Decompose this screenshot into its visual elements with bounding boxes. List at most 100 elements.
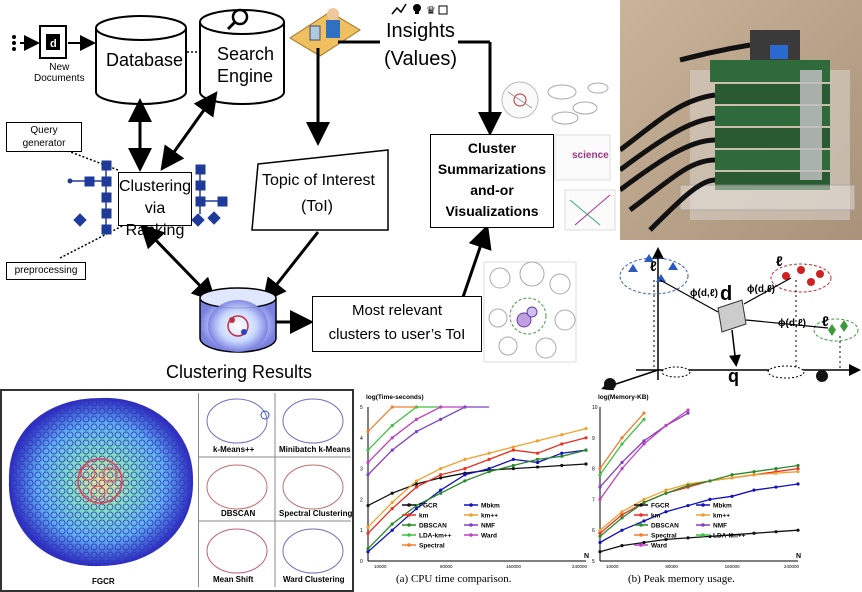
cluster-sum-label-2: Summarizations bbox=[437, 161, 547, 177]
data-point-DBSCAN bbox=[686, 483, 690, 488]
data-point-km bbox=[439, 473, 443, 477]
data-point-Mbkm bbox=[664, 510, 668, 514]
x-tick-label: 10000 bbox=[374, 564, 387, 569]
data-point-FGCR bbox=[584, 462, 588, 466]
data-point-DBSCAN bbox=[708, 479, 712, 483]
data-point-km++ bbox=[796, 470, 800, 474]
y-axis-label: log(Time-seconds) bbox=[366, 394, 424, 401]
legend-label: Spectral bbox=[419, 543, 445, 550]
data-point-Ward bbox=[366, 460, 370, 465]
data-point-DBSCAN bbox=[366, 547, 370, 551]
series-line-km++ bbox=[367, 427, 587, 528]
x-tick-label: 240000 bbox=[572, 564, 588, 569]
legend-label: km++ bbox=[481, 513, 498, 520]
raspberry-pi-cluster-photo bbox=[620, 0, 862, 240]
legend-label: Ward bbox=[481, 533, 497, 540]
data-point-FGCR bbox=[730, 533, 734, 537]
x-tick-label: 240000 bbox=[784, 564, 800, 569]
data-point-DBSCAN bbox=[439, 491, 443, 495]
data-point-NMF bbox=[439, 417, 443, 421]
data-point-FGCR bbox=[642, 540, 646, 545]
data-point-DBSCAN bbox=[487, 470, 491, 474]
data-point-FGCR bbox=[414, 482, 419, 486]
legend-label: Spectral bbox=[651, 533, 677, 540]
clustering-via-ranking-box: Clustering via Ranking bbox=[118, 172, 192, 239]
y-axis-label: log(Memory-KB) bbox=[598, 394, 649, 401]
legend-marker-km bbox=[639, 513, 643, 517]
ell-label-2: ℓ bbox=[776, 253, 783, 269]
clustering-results-label: Clustering Results bbox=[166, 362, 313, 382]
legend-marker-Ward bbox=[639, 543, 643, 547]
legend-marker-FGCR bbox=[639, 503, 643, 507]
dbscan-caption: DBSCAN bbox=[221, 509, 256, 518]
series-line-Mbkm bbox=[599, 483, 799, 544]
ell-label-1: ℓ bbox=[650, 258, 657, 274]
data-point-Ward bbox=[620, 467, 624, 471]
legend-marker-km++ bbox=[701, 513, 705, 517]
data-point-Spectral bbox=[366, 430, 370, 434]
data-point-Mbkm bbox=[730, 494, 734, 498]
data-point-LDA-km++ bbox=[390, 423, 394, 428]
legend-marker-Ward bbox=[469, 533, 473, 537]
cluster-sum-label-3: and-or bbox=[470, 182, 514, 198]
legend-marker-Mbkm bbox=[469, 503, 473, 507]
y-tick-label: 8 bbox=[592, 467, 595, 473]
data-point-DBSCAN bbox=[774, 467, 778, 471]
data-point-km bbox=[598, 531, 602, 535]
data-point-FGCR bbox=[535, 465, 540, 469]
data-point-Ward bbox=[642, 442, 646, 446]
legend-label: km bbox=[651, 513, 661, 520]
data-point-LDA-km++ bbox=[598, 473, 602, 477]
vector-d-label: d bbox=[720, 283, 733, 305]
data-point-FGCR bbox=[366, 503, 370, 508]
legend-label: FGCR bbox=[419, 503, 438, 510]
method-grid: k-Means++ Minibatch k-Means DBSCAN Spect… bbox=[198, 393, 352, 587]
data-point-km bbox=[463, 467, 467, 471]
preprocessing-box: preprocessing bbox=[6, 262, 86, 280]
peak-memory-caption: (b) Peak memory usage. bbox=[628, 573, 735, 585]
data-point-km++ bbox=[390, 500, 394, 505]
search-engine-cylinder-icon bbox=[199, 8, 285, 105]
data-point-Ward bbox=[439, 405, 443, 409]
cpu-time-chart: log(Time-seconds) N 0 1 2 3 4 5 10000 80000 160000… bbox=[352, 389, 600, 588]
fgcr-visualization bbox=[8, 397, 194, 567]
data-point-km bbox=[560, 442, 564, 446]
ward-caption: Ward Clustering bbox=[283, 575, 345, 584]
data-point-Ward bbox=[390, 436, 394, 440]
legend-marker-Mbkm bbox=[701, 503, 705, 507]
x-tick-label: 10000 bbox=[606, 564, 619, 569]
legend-marker-Spectral bbox=[407, 543, 411, 547]
y-tick-label: 0 bbox=[360, 559, 363, 565]
data-point-FGCR bbox=[511, 467, 515, 471]
data-point-FGCR bbox=[796, 528, 800, 532]
insights-label-1: Insights bbox=[386, 20, 455, 42]
y-tick-label: 6 bbox=[592, 528, 595, 534]
data-point-km++ bbox=[560, 433, 564, 437]
cpu-time-caption: (a) CPU time comparison. bbox=[396, 573, 512, 585]
data-point-km++ bbox=[439, 467, 443, 471]
meanshift-caption: Mean Shift bbox=[213, 575, 254, 584]
data-point-Mbkm bbox=[511, 457, 515, 461]
data-point-km bbox=[511, 448, 515, 452]
summarization-thumbnail-icons bbox=[501, 81, 616, 231]
series-line-Ward bbox=[599, 409, 689, 500]
data-point-km bbox=[366, 531, 370, 535]
data-point-DBSCAN bbox=[664, 491, 668, 495]
topic-label-2: (ToI) bbox=[301, 198, 333, 215]
query-generator-box: Query generator bbox=[6, 122, 82, 152]
database-cylinder-icon bbox=[95, 15, 187, 105]
data-point-Mbkm bbox=[487, 467, 491, 471]
vector-space-diagram bbox=[601, 247, 861, 390]
data-point-Ward bbox=[598, 497, 602, 501]
legend-marker-DBSCAN bbox=[639, 523, 643, 527]
x-tick-label: 160000 bbox=[725, 564, 741, 569]
data-point-NMF bbox=[620, 460, 624, 465]
peak-memory-chart: log(Memory-KB) N 5 6 7 8 9 10 10000 80000 160000 24… bbox=[584, 389, 812, 588]
cpu-time-chart-svg: log(Time-seconds) N 0 1 2 3 4 5 10000 80000 160000… bbox=[360, 394, 589, 569]
data-point-km bbox=[796, 467, 800, 471]
data-point-km++ bbox=[774, 471, 778, 475]
series-line-Spectral bbox=[599, 412, 645, 469]
data-point-DBSCAN bbox=[620, 516, 624, 520]
data-point-Mbkm bbox=[752, 488, 756, 492]
legend-label: km++ bbox=[713, 513, 730, 520]
